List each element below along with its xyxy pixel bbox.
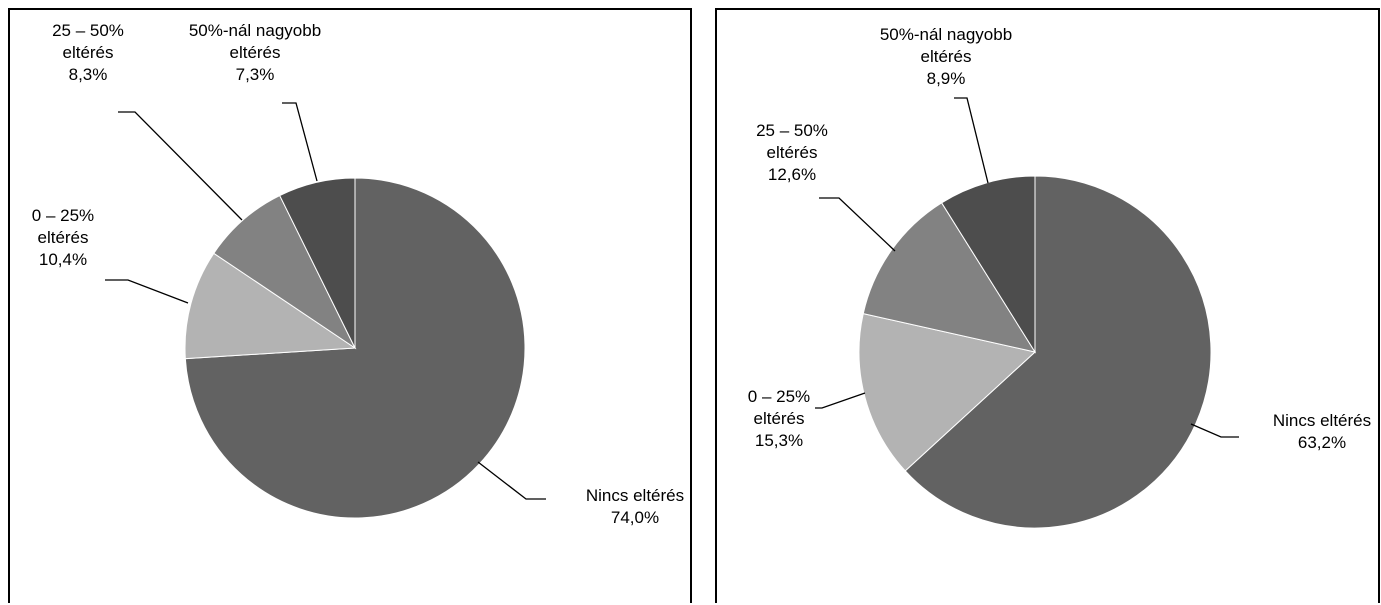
data-label-line: 25 – 50% <box>52 21 124 40</box>
leader-line <box>118 112 242 220</box>
data-label-line: eltérés <box>229 43 280 62</box>
data-label: 25 – 50% eltérés 12,6% <box>756 121 828 184</box>
data-label-line: 74,0% <box>611 508 659 527</box>
slice-group <box>185 178 525 518</box>
data-label: Nincs eltérés 74,0% <box>586 486 684 527</box>
pie-chart-panel-2: Nincs eltérés 63,2% 0 – 25% eltérés 15,3% 25 … <box>715 8 1380 603</box>
data-label-line: 25 – 50% <box>756 121 828 140</box>
data-label-line: 10,4% <box>39 250 87 269</box>
data-label-line: 15,3% <box>755 431 803 450</box>
slice-group <box>859 176 1211 528</box>
leader-line <box>282 103 317 181</box>
data-label: Nincs eltérés 63,2% <box>1273 411 1371 452</box>
leader-line <box>105 280 188 303</box>
leader-line <box>954 98 988 183</box>
data-label-line: Nincs eltérés <box>1273 411 1371 430</box>
data-label-line: eltérés <box>37 228 88 247</box>
data-label: 50%-nál nagyobb eltérés 7,3% <box>189 21 321 84</box>
data-label-line: eltérés <box>753 409 804 428</box>
data-label-line: 0 – 25% <box>32 206 94 225</box>
pie-chart-1: Nincs eltérés 74,0% 0 – 25% eltérés 10,4% 25 … <box>10 10 694 605</box>
data-label: 25 – 50% eltérés 8,3% <box>52 21 124 84</box>
data-label: 50%-nál nagyobb eltérés 8,9% <box>880 25 1012 88</box>
data-label: 0 – 25% eltérés 15,3% <box>748 387 810 450</box>
data-label-line: 7,3% <box>236 65 275 84</box>
data-label-line: eltérés <box>766 143 817 162</box>
data-label-line: 50%-nál nagyobb <box>880 25 1012 44</box>
leader-line <box>819 198 895 251</box>
data-label-line: eltérés <box>920 47 971 66</box>
data-label: 0 – 25% eltérés 10,4% <box>32 206 94 269</box>
data-label-line: 8,9% <box>927 69 966 88</box>
data-label-line: 0 – 25% <box>748 387 810 406</box>
pie-chart-2: Nincs eltérés 63,2% 0 – 25% eltérés 15,3% 25 … <box>717 10 1381 605</box>
leader-line <box>1191 424 1239 437</box>
leader-line <box>815 393 865 408</box>
data-label-line: 50%-nál nagyobb <box>189 21 321 40</box>
leader-line <box>478 462 546 499</box>
data-label-line: 63,2% <box>1298 433 1346 452</box>
data-label-line: 12,6% <box>768 165 816 184</box>
data-label-line: eltérés <box>62 43 113 62</box>
data-label-line: 8,3% <box>69 65 108 84</box>
pie-chart-panel-1: Nincs eltérés 74,0% 0 – 25% eltérés 10,4% 25 … <box>8 8 692 603</box>
data-label-line: Nincs eltérés <box>586 486 684 505</box>
